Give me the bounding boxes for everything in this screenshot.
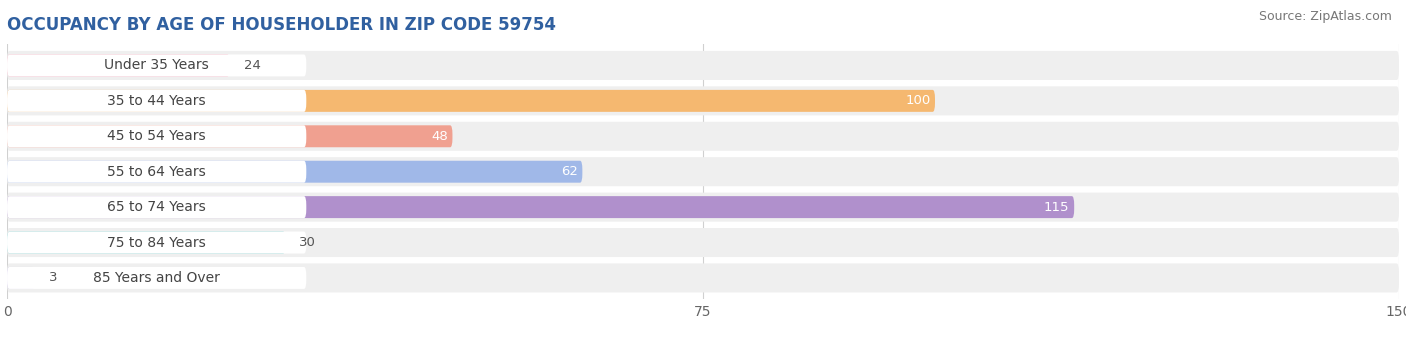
Text: 100: 100 xyxy=(905,95,931,107)
FancyBboxPatch shape xyxy=(7,232,307,254)
Text: 35 to 44 Years: 35 to 44 Years xyxy=(107,94,205,108)
Text: 65 to 74 Years: 65 to 74 Years xyxy=(107,200,207,214)
Text: 24: 24 xyxy=(243,59,260,72)
FancyBboxPatch shape xyxy=(7,196,307,218)
FancyBboxPatch shape xyxy=(7,54,229,76)
FancyBboxPatch shape xyxy=(7,161,582,183)
Text: 75 to 84 Years: 75 to 84 Years xyxy=(107,236,207,250)
Text: Under 35 Years: Under 35 Years xyxy=(104,58,209,72)
FancyBboxPatch shape xyxy=(7,125,307,147)
FancyBboxPatch shape xyxy=(7,90,307,112)
FancyBboxPatch shape xyxy=(7,125,453,147)
FancyBboxPatch shape xyxy=(7,232,285,254)
FancyBboxPatch shape xyxy=(7,161,307,183)
FancyBboxPatch shape xyxy=(7,86,1399,115)
FancyBboxPatch shape xyxy=(7,196,1074,218)
FancyBboxPatch shape xyxy=(7,54,307,76)
FancyBboxPatch shape xyxy=(7,90,935,112)
Text: 115: 115 xyxy=(1045,201,1070,214)
Text: 45 to 54 Years: 45 to 54 Years xyxy=(107,129,205,143)
FancyBboxPatch shape xyxy=(7,264,1399,292)
Text: 48: 48 xyxy=(432,130,447,143)
FancyBboxPatch shape xyxy=(7,157,1399,186)
FancyBboxPatch shape xyxy=(7,192,1399,222)
Text: 30: 30 xyxy=(299,236,316,249)
Text: OCCUPANCY BY AGE OF HOUSEHOLDER IN ZIP CODE 59754: OCCUPANCY BY AGE OF HOUSEHOLDER IN ZIP C… xyxy=(7,16,555,34)
FancyBboxPatch shape xyxy=(7,228,1399,257)
FancyBboxPatch shape xyxy=(7,51,1399,80)
Text: 3: 3 xyxy=(49,271,58,285)
Text: Source: ZipAtlas.com: Source: ZipAtlas.com xyxy=(1258,10,1392,23)
FancyBboxPatch shape xyxy=(7,267,35,289)
FancyBboxPatch shape xyxy=(7,122,1399,151)
Text: 55 to 64 Years: 55 to 64 Years xyxy=(107,165,207,179)
Text: 85 Years and Over: 85 Years and Over xyxy=(93,271,221,285)
FancyBboxPatch shape xyxy=(7,267,307,289)
Text: 62: 62 xyxy=(561,165,578,178)
